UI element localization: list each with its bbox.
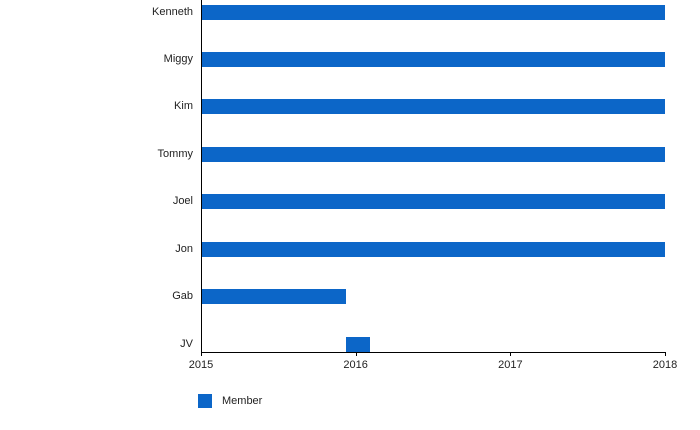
bar-joel bbox=[201, 194, 665, 210]
x-tick-2015 bbox=[201, 352, 202, 356]
row-label-joel: Joel bbox=[172, 195, 193, 208]
x-tick-label-2015: 2015 bbox=[188, 359, 214, 371]
row-label-tommy: Tommy bbox=[157, 147, 193, 160]
x-tick-2016 bbox=[355, 352, 357, 356]
legend-swatch-member bbox=[198, 394, 212, 408]
row-label-kim: Kim bbox=[174, 100, 193, 113]
bar-gab bbox=[201, 289, 347, 305]
row-label-gab: Gab bbox=[172, 290, 193, 303]
bar-jon bbox=[201, 241, 665, 257]
row-label-jon: Jon bbox=[175, 242, 193, 255]
x-axis-line bbox=[201, 352, 666, 353]
bar-jv bbox=[346, 336, 370, 352]
x-tick-2018 bbox=[665, 352, 666, 356]
legend-label-member: Member bbox=[222, 395, 263, 407]
bar-miggy bbox=[201, 51, 665, 67]
x-tick-label-2016: 2016 bbox=[343, 359, 368, 371]
x-tick-2017 bbox=[510, 352, 512, 356]
legend: Member bbox=[198, 394, 262, 408]
row-label-jv: JV bbox=[180, 337, 193, 350]
bar-kim bbox=[201, 99, 665, 115]
x-tick-label-2018: 2018 bbox=[652, 359, 678, 371]
y-axis-line bbox=[201, 0, 202, 353]
row-label-miggy: Miggy bbox=[163, 52, 193, 65]
row-label-kenneth: Kenneth bbox=[152, 5, 193, 18]
x-tick-label-2017: 2017 bbox=[498, 359, 523, 371]
bar-kenneth bbox=[201, 4, 665, 20]
bar-tommy bbox=[201, 146, 665, 162]
